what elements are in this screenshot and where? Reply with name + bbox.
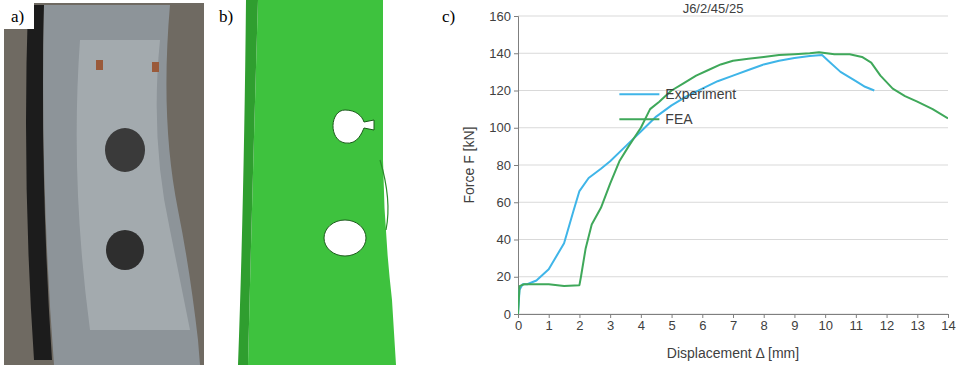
series-group: [518, 52, 948, 314]
tick: 120: [489, 83, 518, 98]
tick-label: 7: [730, 318, 737, 333]
chart-title: J6/2/45/25: [683, 1, 744, 16]
tick: 100: [489, 120, 518, 135]
model-web: [248, 0, 396, 365]
panel-label: b): [219, 7, 233, 26]
model-fold: [380, 160, 388, 230]
tick-label: 8: [761, 318, 768, 333]
tick: 40: [497, 232, 518, 247]
tick-label: 160: [489, 9, 511, 24]
grid: [518, 16, 948, 314]
model-hole: [324, 220, 366, 256]
tick-label: 12: [880, 318, 894, 333]
grid-line: [518, 239, 948, 240]
photo-background: [4, 3, 204, 365]
legend: Experiment FEA: [619, 86, 736, 127]
tick-label: 10: [818, 318, 832, 333]
tick-label: 40: [497, 232, 511, 247]
tick-label: 13: [911, 318, 925, 333]
tick: 60: [497, 195, 518, 210]
panel-label: a): [11, 7, 24, 26]
tick-label: 2: [576, 318, 583, 333]
tick: 0: [504, 307, 518, 322]
grid-line: [518, 165, 948, 166]
figure: a)b)c)0123456789101112131402040608010012…: [0, 0, 964, 371]
photo-hole: [105, 128, 145, 172]
grid-line: [518, 53, 948, 54]
tick-label: 6: [699, 318, 706, 333]
tick-mark: [514, 53, 518, 54]
tick: 4: [638, 314, 645, 333]
tick: 6: [699, 314, 706, 333]
y-axis-title: Force F [kN]: [461, 126, 477, 203]
tick: 20: [497, 269, 518, 284]
tick-mark: [514, 16, 518, 17]
tick-label: 100: [489, 120, 511, 135]
tick: 80: [497, 158, 518, 173]
series-line: [518, 55, 874, 314]
tick-label: 140: [489, 46, 511, 61]
tick: 160: [489, 9, 518, 24]
chart: 0123456789101112131402040608010012014016…: [461, 1, 956, 361]
legend-label: Experiment: [665, 86, 736, 102]
tick: 3: [607, 314, 614, 333]
tick-label: 3: [607, 318, 614, 333]
photo-web: [43, 5, 200, 365]
tick: 12: [880, 314, 894, 333]
tick-label: 1: [546, 318, 553, 333]
photo-hole: [106, 230, 144, 270]
tick: 2: [576, 314, 583, 333]
tick-mark: [514, 240, 518, 241]
tick-mark: [514, 314, 518, 315]
tick: 140: [489, 46, 518, 61]
tick-label: 9: [791, 318, 798, 333]
legend-label: FEA: [665, 111, 693, 127]
tick: 0: [515, 314, 522, 333]
tick: 5: [668, 314, 675, 333]
grid-line: [518, 127, 948, 128]
tick: 7: [730, 314, 737, 333]
tick: 8: [761, 314, 768, 333]
tick: 1: [546, 314, 553, 333]
tick-label: 0: [504, 307, 511, 322]
tick-mark: [514, 91, 518, 92]
axis-line: [514, 17, 519, 315]
tick-label: 0: [515, 318, 522, 333]
model-flange: [238, 0, 258, 365]
tick: 13: [911, 314, 925, 333]
model-panel: b): [219, 0, 396, 365]
tick: 14: [941, 314, 955, 333]
tick-label: 5: [668, 318, 675, 333]
tick-label: 60: [497, 195, 511, 210]
x-axis-title: Displacement Δ [mm]: [667, 345, 799, 361]
series-line: [518, 52, 948, 314]
photo-web-highlight: [77, 40, 190, 330]
tick-label: 11: [850, 318, 864, 333]
grid-line: [518, 202, 948, 203]
model-hole: [333, 110, 374, 143]
tick-label: 14: [941, 318, 955, 333]
tick-label: 4: [638, 318, 645, 333]
tick-label: 20: [497, 269, 511, 284]
panel-label-box: [4, 3, 34, 29]
tick-label: 120: [489, 83, 511, 98]
panel-label: c): [442, 7, 455, 26]
tick-mark: [514, 128, 518, 129]
y-axis: 0 20 40 60 80 100 120 140 160: [489, 9, 518, 322]
tick: 11: [850, 314, 864, 333]
photo-panel: a): [4, 3, 204, 365]
legend-swatch: [619, 118, 659, 120]
photo-gauge: [152, 62, 159, 72]
tick-mark: [514, 202, 518, 203]
tick-mark: [514, 165, 518, 166]
legend-swatch: [619, 93, 659, 95]
tick: 9: [791, 314, 798, 333]
x-axis: 01234567891011121314: [515, 314, 956, 333]
tick-mark: [514, 277, 518, 278]
tick-label: 80: [497, 158, 511, 173]
tick: 10: [818, 314, 832, 333]
photo-gauge: [96, 60, 103, 70]
grid-line: [518, 276, 948, 277]
